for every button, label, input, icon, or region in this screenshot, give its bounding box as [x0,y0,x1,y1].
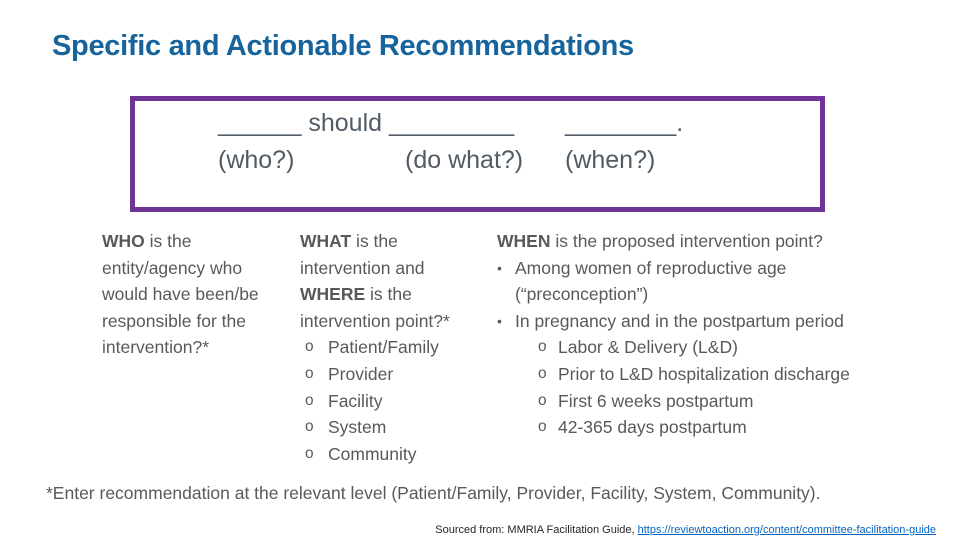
who-label: (who?) [218,146,295,174]
dot-bullet-icon: • [497,259,502,276]
what-line: intervention and [300,257,425,278]
circle-bullet-icon: o [538,391,547,409]
when-label: (when?) [565,146,656,174]
who-keyword: WHO [102,231,145,251]
sub-list-item-label: First 6 weeks postpartum [558,390,754,411]
sub-list-item: o Labor & Delivery (L&D) [497,334,932,361]
list-item-label: Community [328,443,417,464]
circle-bullet-icon: o [305,364,314,382]
blank-who-should-dowhat: ______ should _________ [218,109,515,137]
sub-list-item-label: Labor & Delivery (L&D) [558,337,738,358]
who-heading-line: WHO is the [102,228,287,255]
what-line: intervention point?* [300,310,450,331]
bullet-item-label: Among women of reproductive age [515,257,787,278]
bullet-item: • Among women of reproductive age [497,255,932,282]
list-item-label: Provider [328,363,394,384]
bullet-item-continuation: (“preconception”) [515,284,649,305]
source-attribution: Sourced from: MMRIA Facilitation Guide, … [423,512,936,540]
who-line: responsible for the [102,310,246,331]
recommendation-template-box: ______ should _________ ________. (who?)… [130,96,825,212]
where-line-rest: is the [365,284,412,305]
who-line-rest: is the [144,231,192,251]
blank-when: ________. [565,109,684,137]
footnote: *Enter recommendation at the relevant le… [46,483,821,503]
list-item-label: Facility [328,390,383,411]
bullet-item-label: In pregnancy and in the postpartum perio… [515,310,844,331]
bullet-item: • In pregnancy and in the postpartum peri… [497,308,932,335]
list-item-label: Patient/Family [328,337,439,358]
dot-bullet-icon: • [497,312,502,329]
who-column: WHO is the entity/agency who would have … [102,228,287,361]
when-column: WHEN is the proposed intervention point?… [497,228,932,441]
what-column: WHAT is the intervention and WHERE is th… [300,228,500,467]
when-keyword: WHEN [497,231,551,251]
circle-bullet-icon: o [305,418,314,436]
circle-bullet-icon: o [305,391,314,409]
list-item: o Community [300,441,500,468]
who-line: entity/agency who [102,257,243,278]
do-what-label: (do what?) [405,146,524,174]
source-link[interactable]: https://reviewtoaction.org/content/commi… [637,524,936,536]
list-item: o Facility [300,388,500,415]
sub-list-item: o First 6 weeks postpartum [497,388,932,415]
circle-bullet-icon: o [538,364,547,382]
when-line-rest: is the proposed intervention point? [550,231,823,251]
list-item: o Patient/Family [300,334,500,361]
list-item-label: System [328,417,387,438]
sub-list-item: o 42-365 days postpartum [497,414,932,441]
where-keyword: WHERE [300,284,366,305]
sub-list-item-label: Prior to L&D hospitalization discharge [558,363,850,384]
source-prefix: Sourced from: MMRIA Facilitation Guide, [435,524,638,536]
circle-bullet-icon: o [538,338,547,356]
sub-list-item: o Prior to L&D hospitalization discharge [497,361,932,388]
circle-bullet-icon: o [538,418,547,436]
who-line: would have been/be [102,284,259,305]
sub-list-item-label: 42-365 days postpartum [558,417,747,438]
circle-bullet-icon: o [305,444,314,462]
where-heading-line: WHERE is the [300,281,500,308]
list-item: o System [300,414,500,441]
slide-title: Specific and Actionable Recommendations [52,30,634,62]
list-item: o Provider [300,361,500,388]
what-heading-line: WHAT is the [300,228,500,255]
what-line-rest: is the [351,231,398,251]
what-keyword: WHAT [300,231,352,251]
circle-bullet-icon: o [305,338,314,356]
who-line: intervention?* [102,337,210,358]
when-heading-line: WHEN is the proposed intervention point? [497,228,932,255]
